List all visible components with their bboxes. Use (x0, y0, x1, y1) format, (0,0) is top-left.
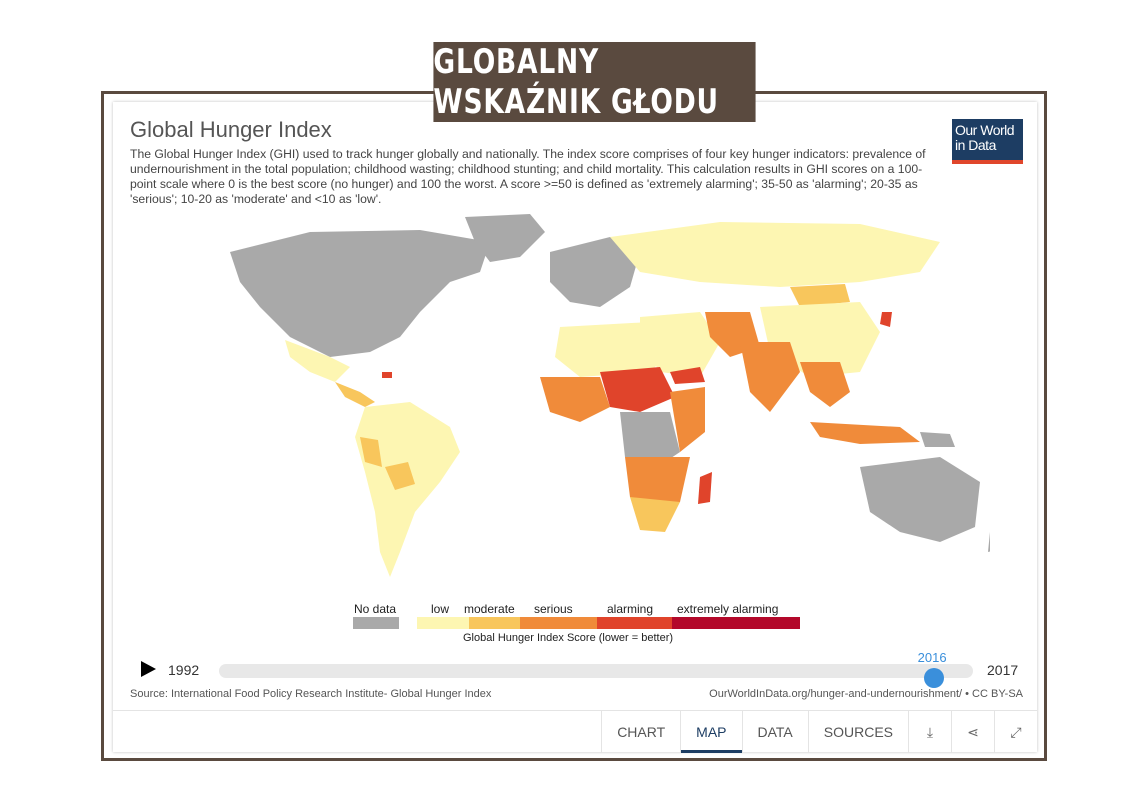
tab-chart[interactable]: CHART (601, 711, 680, 753)
region-madagascar (698, 472, 712, 504)
region-west-africa (540, 377, 610, 422)
region-mexico (285, 340, 350, 382)
region-central-america (335, 382, 375, 407)
banner-title: GLOBALNY WSKAŹNIK GŁODU (433, 42, 756, 122)
tab-map[interactable]: MAP (680, 711, 742, 753)
share-icon[interactable]: ⋖ (951, 711, 994, 753)
region-north-america (230, 230, 490, 357)
region-india (740, 342, 800, 412)
region-indonesia (810, 422, 920, 444)
owid-logo[interactable]: Our World in Data (952, 119, 1023, 164)
region-yemen (670, 367, 705, 384)
region-caribbean-haiti (382, 372, 392, 378)
region-new-zealand (988, 532, 990, 552)
source-text: Source: International Food Policy Resear… (130, 688, 492, 700)
tab-sources[interactable]: SOURCES (807, 711, 908, 753)
region-north-africa (555, 322, 670, 377)
region-bolivia (385, 462, 415, 490)
chart-title: Global Hunger Index (130, 117, 332, 142)
legend-swatch-serious (520, 617, 597, 629)
region-papua (920, 432, 955, 447)
region-north-korea (880, 312, 892, 327)
legend-label-serious: serious (534, 602, 573, 616)
legend-scale-title: Global Hunger Index Score (lower = bette… (463, 632, 674, 644)
legend-label-extremely-alarming: extremely alarming (677, 602, 779, 616)
region-greenland (465, 214, 545, 262)
timeline-start-year: 1992 (168, 662, 200, 678)
tab-data[interactable]: DATA (741, 711, 808, 753)
legend-label-alarming: alarming (607, 602, 654, 616)
region-south-america (355, 402, 460, 577)
region-sahel (600, 367, 675, 412)
timeline-end-year: 2017 (987, 662, 1019, 678)
expand-icon[interactable]: ⤢ (994, 711, 1037, 753)
play-icon[interactable] (141, 661, 156, 677)
timeline: 1992 2016 2017 (113, 650, 1037, 688)
region-east-africa (670, 387, 705, 452)
legend-label-moderate: moderate (464, 602, 515, 616)
region-south-africa (630, 497, 680, 532)
download-icon[interactable]: ⤓ (908, 711, 951, 753)
legend-no-data-swatch (353, 617, 399, 629)
timeline-slider-handle[interactable] (923, 668, 944, 688)
legend-label-low: low (431, 602, 450, 616)
region-southeast-asia (800, 362, 850, 407)
legend-no-data-label: No data (354, 602, 397, 616)
region-europe (550, 237, 640, 307)
legend-swatch-low (417, 617, 469, 629)
legend-swatch-moderate (469, 617, 520, 629)
license-link[interactable]: OurWorldInData.org/hunger-and-undernouri… (709, 688, 1023, 700)
logo-line-2: in Data (955, 137, 996, 153)
timeline-slider-track[interactable]: 2016 (219, 650, 973, 688)
timeline-current-year: 2016 (917, 650, 947, 665)
chart-description: The Global Hunger Index (GHI) used to tr… (130, 147, 926, 206)
legend-swatch-alarming (597, 617, 672, 629)
chart-card: Global Hunger Index The Global Hunger In… (113, 102, 1037, 753)
logo-line-1: Our World (955, 122, 1015, 138)
legend-swatch-extremely-alarming (672, 617, 800, 629)
world-map[interactable] (160, 212, 990, 602)
region-russia (610, 222, 940, 287)
region-mongolia (790, 284, 850, 307)
tab-bar: CHART MAP DATA SOURCES ⤓ ⋖ ⤢ (113, 710, 1037, 753)
region-peru (360, 437, 382, 467)
region-australia (860, 457, 980, 542)
